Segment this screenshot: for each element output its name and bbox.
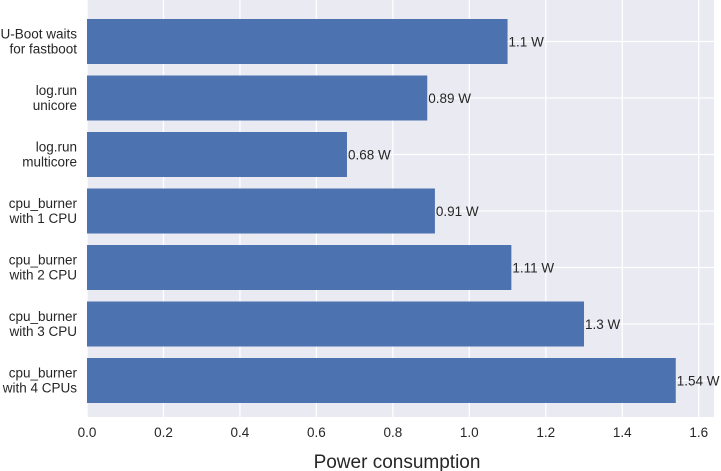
- data-label: 0.89 W: [428, 91, 471, 106]
- x-tick-label: 0.6: [307, 425, 326, 440]
- data-label: 1.11 W: [512, 261, 554, 276]
- category-label: cpu_burner with 1 CPU: [8, 196, 77, 226]
- data-label: 0.68 W: [348, 148, 391, 163]
- bar: [87, 358, 676, 403]
- x-tick-label: 0.2: [154, 425, 173, 440]
- data-label: 1.1 W: [509, 35, 545, 50]
- category-label: cpu_burner with 3 CPU: [8, 309, 77, 339]
- bar: [87, 189, 435, 234]
- data-label: 0.91 W: [436, 204, 479, 219]
- x-tick-label: 1.2: [536, 425, 555, 440]
- category-labels: U-Boot waits for fastboot log.run unicore lo…: [0, 27, 77, 396]
- x-tick-label: 1.0: [460, 425, 479, 440]
- bar: [87, 76, 427, 121]
- bar: [87, 302, 584, 347]
- x-tick-labels: 0.0 0.2 0.4 0.6 0.8 1.0 1.2 1.4 1.6: [78, 425, 708, 440]
- x-axis-title: Power consumption: [314, 452, 481, 471]
- category-label: log.run unicore: [33, 83, 77, 113]
- category-label: cpu_burner with 4 CPUs: [2, 366, 78, 396]
- data-label: 1.54 W: [677, 374, 720, 389]
- x-tick-label: 0.4: [231, 425, 250, 440]
- bar: [87, 132, 347, 177]
- data-label: 1.3 W: [585, 317, 621, 332]
- category-label: U-Boot waits for fastboot: [0, 27, 77, 57]
- bar: [87, 19, 508, 64]
- x-tick-label: 1.6: [689, 425, 708, 440]
- category-label: log.run multicore: [22, 140, 77, 170]
- x-tick-label: 0.0: [78, 425, 97, 440]
- x-tick-label: 1.4: [613, 425, 632, 440]
- category-label: cpu_burner with 2 CPU: [8, 253, 77, 283]
- bar: [87, 245, 511, 290]
- x-tick-label: 0.8: [383, 425, 402, 440]
